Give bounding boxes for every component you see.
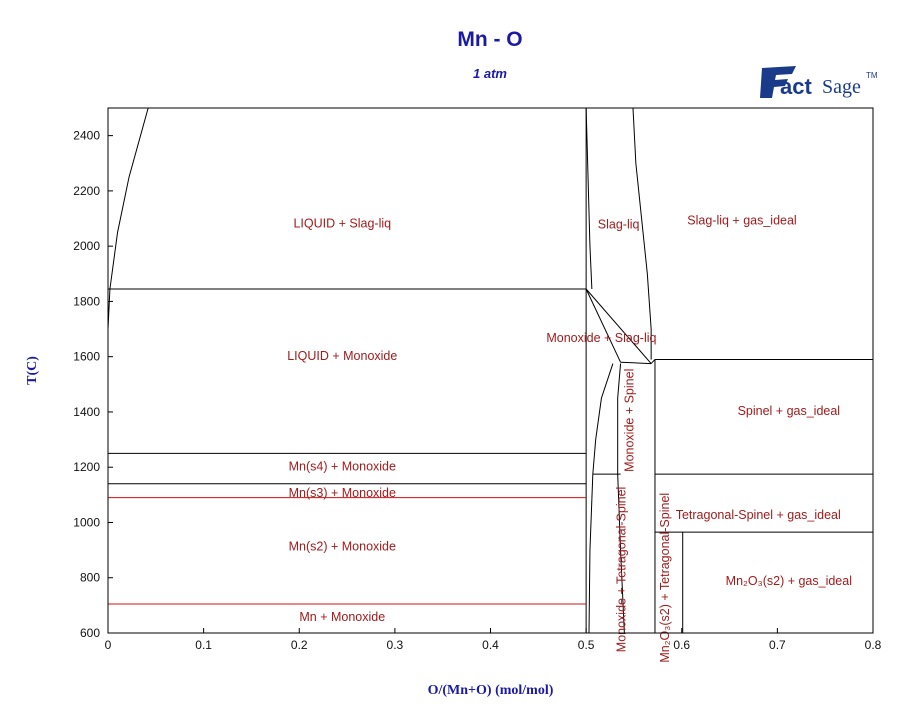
x-tick-label: 0.6 [673, 638, 690, 652]
region-label: Mn₂O₃(s2) + Tetragonal-Spinel [658, 493, 672, 663]
region-label: Monoxide + Slag-liq [546, 331, 656, 345]
region-label: LIQUID + Slag-liq [293, 216, 391, 230]
y-tick-label: 2400 [73, 129, 100, 143]
region-label: Mn(s2) + Monoxide [289, 540, 396, 554]
x-axis-label: O/(Mn+O) (mol/mol) [428, 683, 554, 698]
region-label: Monoxide + Tetragonal-Spinel [615, 487, 629, 653]
y-tick-label: 800 [80, 571, 100, 585]
region-label: Mn(s3) + Monoxide [289, 486, 396, 500]
x-tick-label: 0.1 [195, 638, 212, 652]
factsage-logo: act Sage TM [760, 66, 878, 99]
y-tick-label: 1200 [73, 460, 100, 474]
region-label: Tetragonal-Spinel + gas_ideal [676, 508, 841, 522]
y-tick-label: 2200 [73, 184, 100, 198]
region-label: LIQUID + Monoxide [287, 349, 397, 363]
y-axis-label: T(C) [25, 356, 40, 385]
y-tick-label: 1600 [73, 350, 100, 364]
svg-text:TM: TM [866, 71, 878, 80]
curve-monoxide-spinel [588, 363, 614, 633]
region-label: Monoxide + Spinel [622, 369, 636, 472]
x-tick-label: 0.5 [578, 638, 595, 652]
phase-boundary-line [650, 359, 656, 364]
x-tick-label: 0.3 [387, 638, 404, 652]
curve-liquidus-left [108, 108, 149, 330]
y-tick-label: 600 [80, 626, 100, 640]
x-tick-label: 0 [105, 638, 112, 652]
x-tick-label: 0.8 [865, 638, 882, 652]
y-tick-label: 1800 [73, 294, 100, 308]
plot-frame [107, 107, 874, 634]
curve-spinel-left [617, 363, 625, 633]
chart-subtitle: 1 atm [473, 66, 507, 81]
curve-slag-liq-right [632, 108, 652, 360]
region-label: Slag-liq + gas_ideal [687, 214, 796, 228]
svg-text:Sage: Sage [822, 76, 861, 98]
region-label: Slag-liq [598, 218, 640, 232]
curve-slag-liq-left [585, 108, 593, 290]
chart-title: Mn - O [457, 28, 523, 51]
x-tick-label: 0.7 [769, 638, 786, 652]
x-tick-label: 0.2 [291, 638, 308, 652]
phase-boundary-line [620, 361, 652, 365]
region-label: Mn + Monoxide [299, 610, 385, 624]
y-tick-label: 2000 [73, 239, 100, 253]
phase-boundary-line [585, 288, 622, 363]
y-tick-label: 1400 [73, 405, 100, 419]
y-tick-label: 1000 [73, 515, 100, 529]
region-label: Mn₂O₃(s2) + gas_ideal [726, 574, 852, 588]
phase-boundary-line [585, 288, 652, 364]
region-label: Spinel + gas_ideal [738, 404, 841, 418]
svg-text:act: act [780, 74, 812, 99]
region-label: Mn(s4) + Monoxide [289, 460, 396, 474]
x-tick-label: 0.4 [482, 638, 499, 652]
